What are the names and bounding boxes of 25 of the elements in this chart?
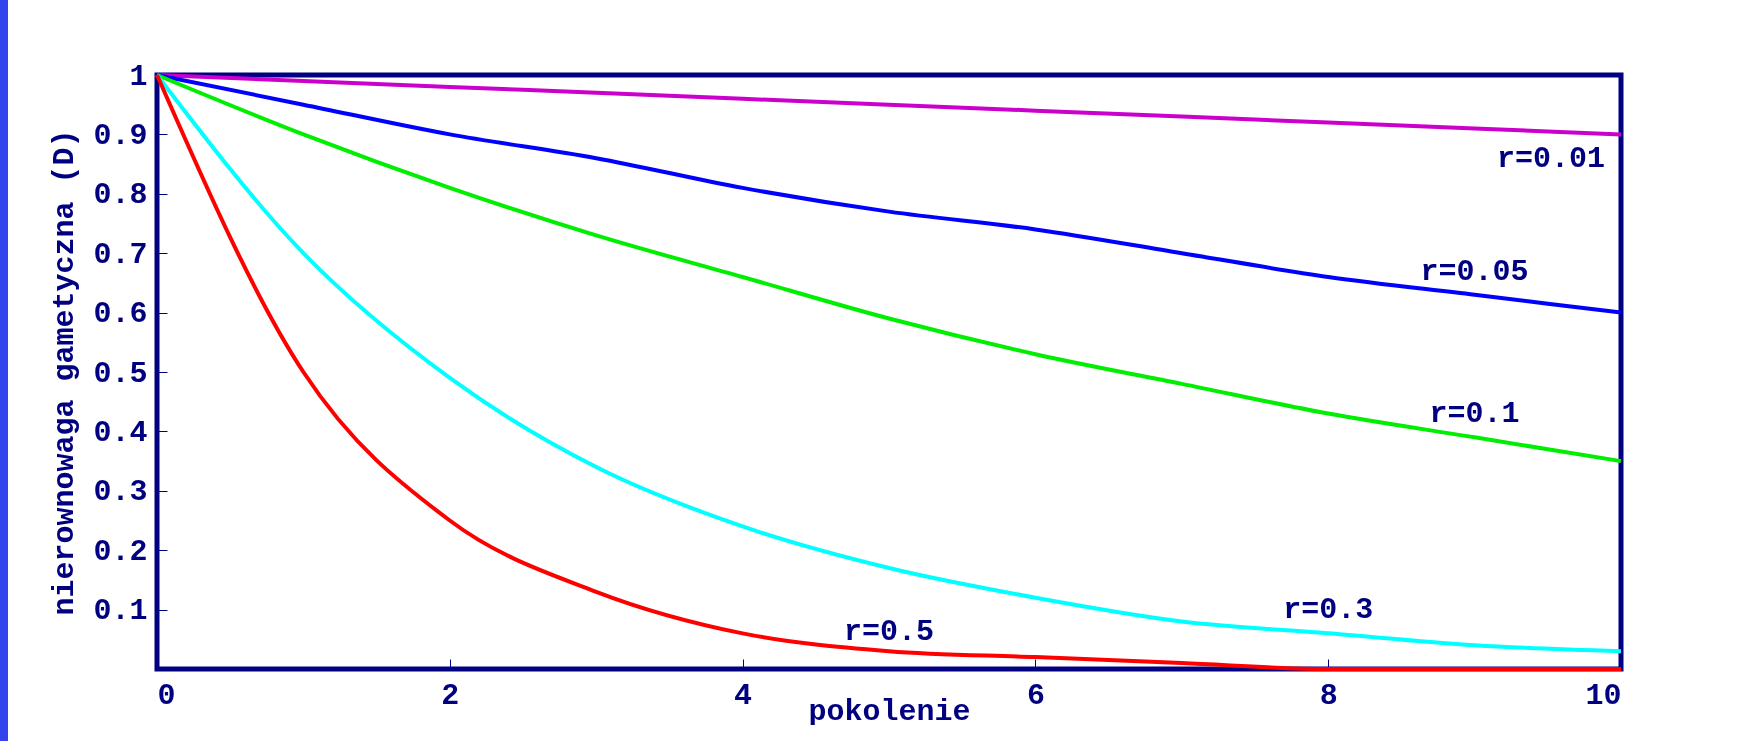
x-tick-label: 0	[157, 678, 176, 713]
x-tick-label: 6	[1026, 678, 1045, 713]
y-tick-label: 1	[129, 59, 148, 94]
y-tick-label: 0.2	[93, 534, 148, 569]
line-series	[155, 73, 1623, 315]
y-tick-label: 0.1	[93, 594, 148, 629]
x-tick-label: 2	[441, 678, 460, 713]
y-tick-label: 0.4	[93, 415, 148, 450]
series-label: r=0.5	[843, 615, 935, 650]
series-label: r=0.05	[1420, 254, 1529, 289]
x-tick-label: 4	[734, 678, 753, 713]
x-axis-title: pokolenie	[808, 694, 971, 729]
series-label: r=0.1	[1429, 397, 1520, 432]
y-tick-label: 0.9	[93, 118, 148, 153]
x-tick-label: 8	[1319, 678, 1338, 713]
series-label: r=0.01	[1496, 142, 1606, 177]
y-axis-title: nierownowaga gametyczna (D)	[48, 129, 83, 616]
series-label: r=0.3	[1283, 593, 1374, 628]
y-tick-label: 0.3	[93, 475, 148, 510]
y-tick-label: 0.8	[93, 178, 148, 213]
line-series	[155, 73, 1623, 464]
y-tick-label: 0.5	[93, 356, 148, 391]
y-tick-label: 0.7	[93, 237, 148, 272]
y-tick-label: 0.6	[93, 297, 148, 332]
x-tick-label: 10	[1585, 678, 1622, 713]
